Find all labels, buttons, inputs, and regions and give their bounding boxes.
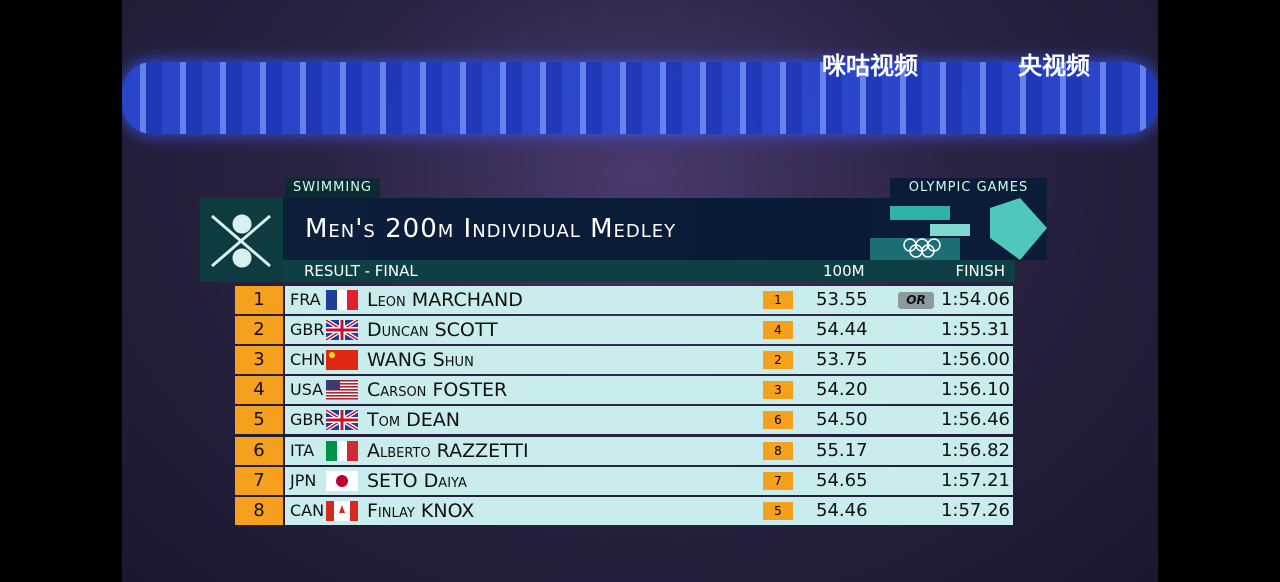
finish-time: 1:56.00 [940,349,1010,371]
split-rank: 7 [763,471,793,490]
rank-box: 3 [235,346,283,375]
country-code: CAN [290,500,325,520]
flag-graphic [326,470,358,491]
country-code: ITA [290,440,315,460]
split-rank: 8 [763,441,793,460]
country-code: USA [290,380,324,400]
split-time: 53.75 [816,349,868,371]
result-row: FRA Leon MARCHAND 1 53.55 OR 1:54.06 [285,286,1013,314]
olympic-brand [870,198,1047,260]
finish-time: 1:56.46 [940,409,1010,431]
split-time: 53.55 [816,289,868,310]
athlete-name: Tom DEAN [367,409,460,432]
record-badge: OR [898,292,934,309]
finish-time: 1:56.82 [940,439,1010,461]
result-row: JPN SETO Daiya 7 54.65 1:57.21 [285,466,1013,495]
event-title: Men's 200m Individual Medley [283,198,890,260]
flag-graphic [326,440,358,461]
finish-time: 1:55.31 [940,319,1010,341]
country-code: FRA [290,290,321,309]
country-code: CHN [290,350,326,370]
brand-tab: OLYMPIC GAMES [890,178,1047,198]
flag [326,380,358,401]
lane-rope [122,62,1158,134]
rank-box: 4 [235,376,283,405]
split-time: 54.44 [816,319,868,341]
athlete-name: WANG Shun [367,349,474,372]
flag [326,470,358,491]
logo-cctv: 央视频 [1018,52,1090,80]
rank-box: 1 [235,286,283,314]
athlete-name: Alberto RAZZETTI [367,439,529,462]
finish-time: 1:57.21 [940,469,1010,491]
round-label: RESULT - FINAL [304,262,418,280]
rank-box: 2 [235,316,283,345]
result-header: RESULT - FINAL 100M FINISH [283,260,1015,282]
split-rank: 4 [763,321,793,340]
rank-box: 5 [235,406,283,435]
icon-graphic [211,214,271,268]
flag-graphic [326,350,358,371]
finish-time: 1:56.10 [940,379,1010,401]
split-time: 55.17 [816,439,868,461]
split-rank: 5 [763,501,793,520]
flag [324,318,360,342]
flag-graphic [326,500,358,521]
finish-time: 1:57.26 [940,499,1010,521]
country-code: JPN [290,470,317,490]
split-time: 54.50 [816,409,868,431]
result-row: GBR Duncan SCOTT 4 54.44 1:55.31 [285,316,1013,345]
split-time: 54.65 [816,469,868,491]
flag [326,440,358,461]
result-row: GBR Tom DEAN 6 54.50 1:56.46 [285,406,1013,435]
split-rank: 2 [763,351,793,370]
athlete-name: SETO Daiya [367,469,467,492]
flag-graphic [324,318,360,342]
split-header: 100M [823,262,865,280]
swim-icon [200,198,283,282]
athlete-name: Duncan SCOTT [367,319,498,342]
rank-box: 6 [235,436,283,465]
split-rank: 1 [763,291,793,309]
flag [326,500,358,521]
split-time: 54.46 [816,499,868,521]
flag-graphic [326,290,358,310]
rank-box: 7 [235,466,283,495]
split-rank: 3 [763,381,793,400]
result-row: CAN Finlay KNOX 5 54.46 1:57.26 [285,496,1013,525]
brand-graphic [870,198,1047,260]
finish-time: 1:54.06 [940,289,1010,310]
result-row: ITA Alberto RAZZETTI 8 55.17 1:56.82 [285,436,1013,465]
country-code: GBR [290,410,325,430]
finish-header: FINISH [955,262,1006,280]
country-code: GBR [290,320,325,340]
flag-graphic [326,380,358,401]
logo-migu: 咪咕视频 [822,52,918,80]
split-time: 54.20 [816,379,868,401]
result-row: CHN WANG Shun 2 53.75 1:56.00 [285,346,1013,375]
sport-tab: SWIMMING [285,178,380,198]
athlete-name: Finlay KNOX [367,499,475,522]
result-row: USA Carson FOSTER 3 54.20 1:56.10 [285,376,1013,405]
flag [326,350,358,371]
flag [326,290,358,310]
flag-graphic [324,408,360,433]
split-rank: 6 [763,411,793,430]
athlete-name: Leon MARCHAND [367,289,523,311]
flag [324,408,360,433]
rank-box: 8 [235,496,283,525]
athlete-name: Carson FOSTER [367,379,508,402]
